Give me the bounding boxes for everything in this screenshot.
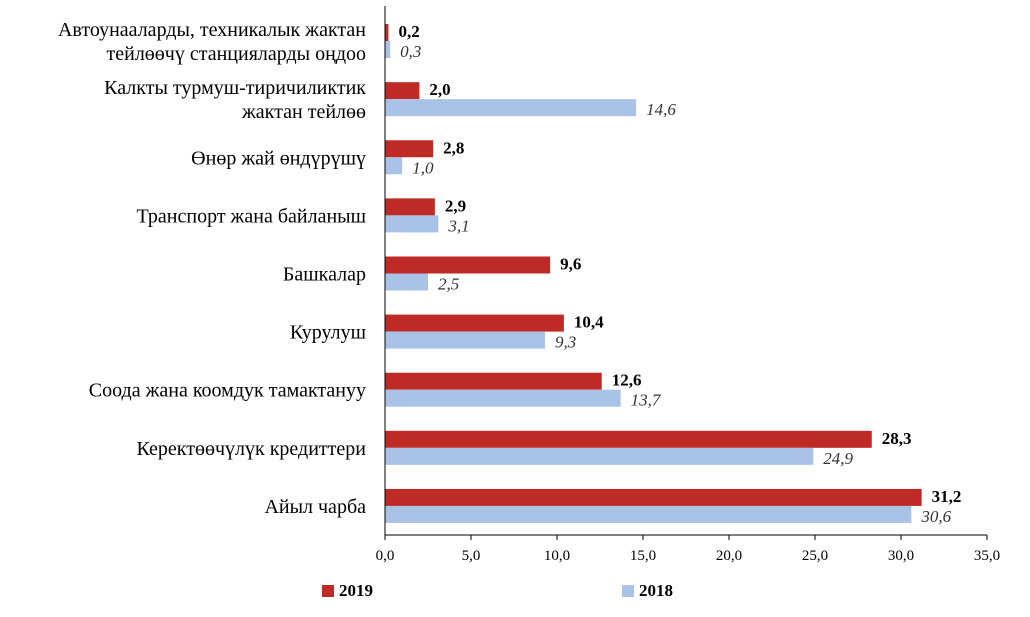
x-tick-label: 0,0 (376, 548, 395, 564)
category-label: Курулуш (290, 322, 367, 344)
category-label: тейлөөчү станцияларды оңдоо (107, 43, 367, 65)
x-tick-label: 5,0 (462, 548, 481, 564)
category-label: Өнөр жай өндүрүшү (191, 147, 366, 169)
data-label-2019: 2,0 (429, 80, 450, 99)
bar-2019 (385, 198, 435, 216)
bar-2019 (385, 430, 872, 448)
data-label-2018: 9,3 (555, 333, 576, 352)
bar-2019 (385, 24, 389, 42)
data-label-2019: 0,2 (398, 22, 419, 41)
bar-2019 (385, 372, 602, 390)
data-label-2018: 1,0 (412, 158, 434, 177)
bar-2019 (385, 314, 564, 332)
data-label-2018: 3,1 (447, 216, 469, 235)
bar-2019 (385, 140, 434, 158)
legend: 2019 2018 (322, 581, 673, 600)
bar-2018 (385, 389, 621, 407)
bar-2018 (385, 215, 439, 233)
data-label-2018: 24,9 (823, 449, 853, 468)
data-label-2019: 9,6 (560, 255, 581, 274)
bar-2019 (385, 82, 420, 100)
data-label-2019: 2,8 (443, 138, 464, 157)
bar-2018 (385, 331, 545, 349)
data-label-2018: 2,5 (438, 275, 459, 294)
legend-label-2019: 2019 (339, 581, 373, 600)
legend-swatch-2019 (322, 585, 334, 597)
bar-2018 (385, 41, 391, 59)
category-labels: Автоунааларды, техникалык жактантейлөөчү… (58, 19, 367, 518)
category-label: жактан тейлөө (241, 101, 366, 123)
x-tick-label: 10,0 (544, 548, 570, 564)
x-tick-label: 20,0 (716, 548, 742, 564)
x-tick-label: 25,0 (802, 548, 828, 564)
x-tick-label: 30,0 (888, 548, 914, 564)
legend-label-2018: 2018 (639, 581, 673, 600)
legend-swatch-2018 (622, 585, 634, 597)
data-label-2018: 14,6 (646, 100, 676, 119)
data-label-2019: 12,6 (612, 371, 642, 390)
bar-2018 (385, 447, 814, 465)
category-label: Транспорт жана байланыш (136, 205, 366, 227)
bar-2018 (385, 157, 403, 175)
data-label-2019: 2,9 (445, 196, 466, 215)
bar-2018 (385, 273, 428, 291)
category-label: Соода жана коомдук тамактануу (89, 380, 366, 402)
data-label-2019: 31,2 (932, 487, 962, 506)
category-label: Калкты турмуш-тиричиликтик (104, 77, 366, 99)
category-label: Айыл чарба (264, 496, 366, 518)
data-labels: 0,20,3 2,0 14,6 2,8 1,0 2,93,1 9,6 2,5 10,49,3 12… (398, 22, 961, 526)
category-label: Башкалар (283, 264, 366, 286)
bar-2019 (385, 488, 922, 506)
data-label-2018: 0,3 (400, 42, 421, 61)
bar-2019 (385, 256, 551, 274)
data-label-2018: 13,7 (631, 391, 662, 410)
data-label-2019: 28,3 (882, 429, 912, 448)
category-label: Керектөөчүлүк кредиттери (136, 438, 366, 460)
bars-group (385, 24, 922, 523)
x-axis: 0,0 5,0 10,0 15,0 20,0 25,0 30,0 35,0 (376, 6, 1000, 564)
data-label-2018: 30,6 (920, 507, 951, 526)
x-tick-label: 35,0 (974, 548, 1000, 564)
bar-2018 (385, 99, 637, 117)
bar-2018 (385, 505, 912, 523)
category-label: Автоунааларды, техникалык жактан (58, 19, 366, 41)
x-tick-label: 15,0 (630, 548, 656, 564)
data-label-2019: 10,4 (574, 313, 604, 332)
